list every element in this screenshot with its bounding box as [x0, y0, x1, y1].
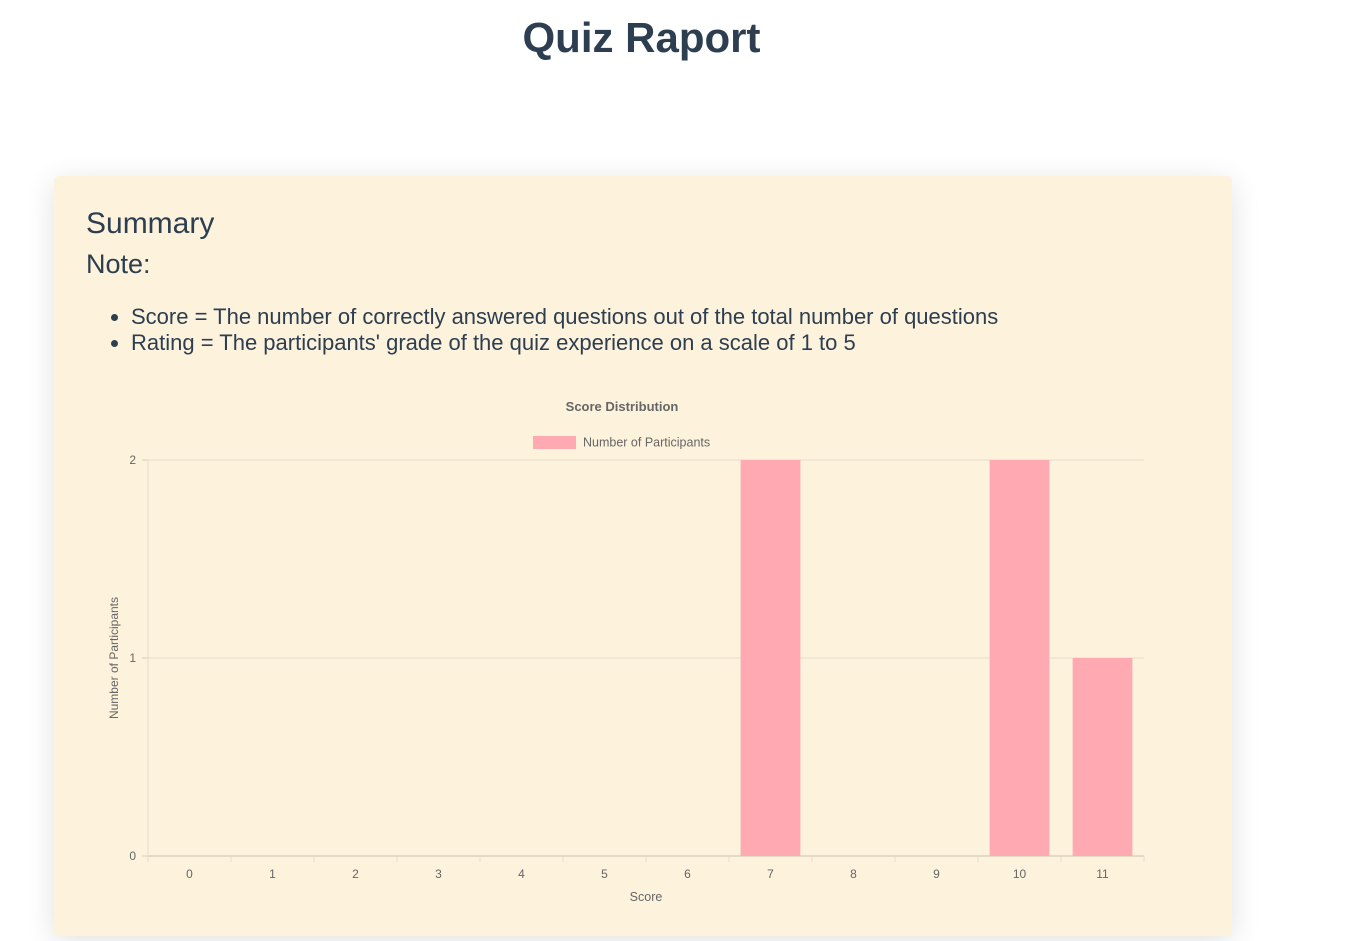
x-tick-label: 11 [1096, 867, 1109, 881]
summary-title: Summary [86, 207, 215, 240]
y-tick-label: 2 [129, 453, 136, 467]
x-tick-label: 9 [933, 867, 940, 881]
x-tick-label: 5 [601, 867, 608, 881]
x-tick-label: 8 [850, 867, 857, 881]
x-tick-label: 0 [186, 867, 193, 881]
x-tick-label: 10 [1013, 867, 1027, 881]
x-axis-title: Score [630, 890, 663, 904]
chart-title: Score Distribution [566, 399, 679, 414]
y-tick-label: 0 [129, 849, 136, 863]
chart-svg: Score Distribution Number of Participants… [107, 399, 1145, 904]
legend-swatch [533, 436, 576, 449]
bar-score-7 [740, 460, 801, 856]
x-tick-label: 7 [767, 867, 774, 881]
note-label: Note: [86, 249, 151, 279]
page-title: Quiz Raport [522, 14, 761, 61]
summary-card: Summary Note: Score = The number of corr… [54, 176, 1232, 936]
bar-score-10 [989, 460, 1050, 856]
notes-list: Score = The number of correctly answered… [86, 304, 998, 356]
x-tick-label: 3 [435, 867, 442, 881]
legend-label: Number of Participants [583, 436, 710, 450]
x-tick-label: 4 [518, 867, 525, 881]
x-tick-label: 1 [269, 867, 276, 881]
note-item-rating: Rating = The participants' grade of the … [131, 330, 998, 356]
note-item-score: Score = The number of correctly answered… [131, 304, 998, 330]
bar-score-11 [1072, 658, 1133, 856]
y-axis-title: Number of Participants [107, 597, 121, 719]
score-distribution-chart: Score Distribution Number of Participants… [54, 176, 1232, 936]
x-tick-label: 2 [352, 867, 359, 881]
y-tick-label: 1 [129, 651, 136, 665]
x-tick-label: 6 [684, 867, 691, 881]
